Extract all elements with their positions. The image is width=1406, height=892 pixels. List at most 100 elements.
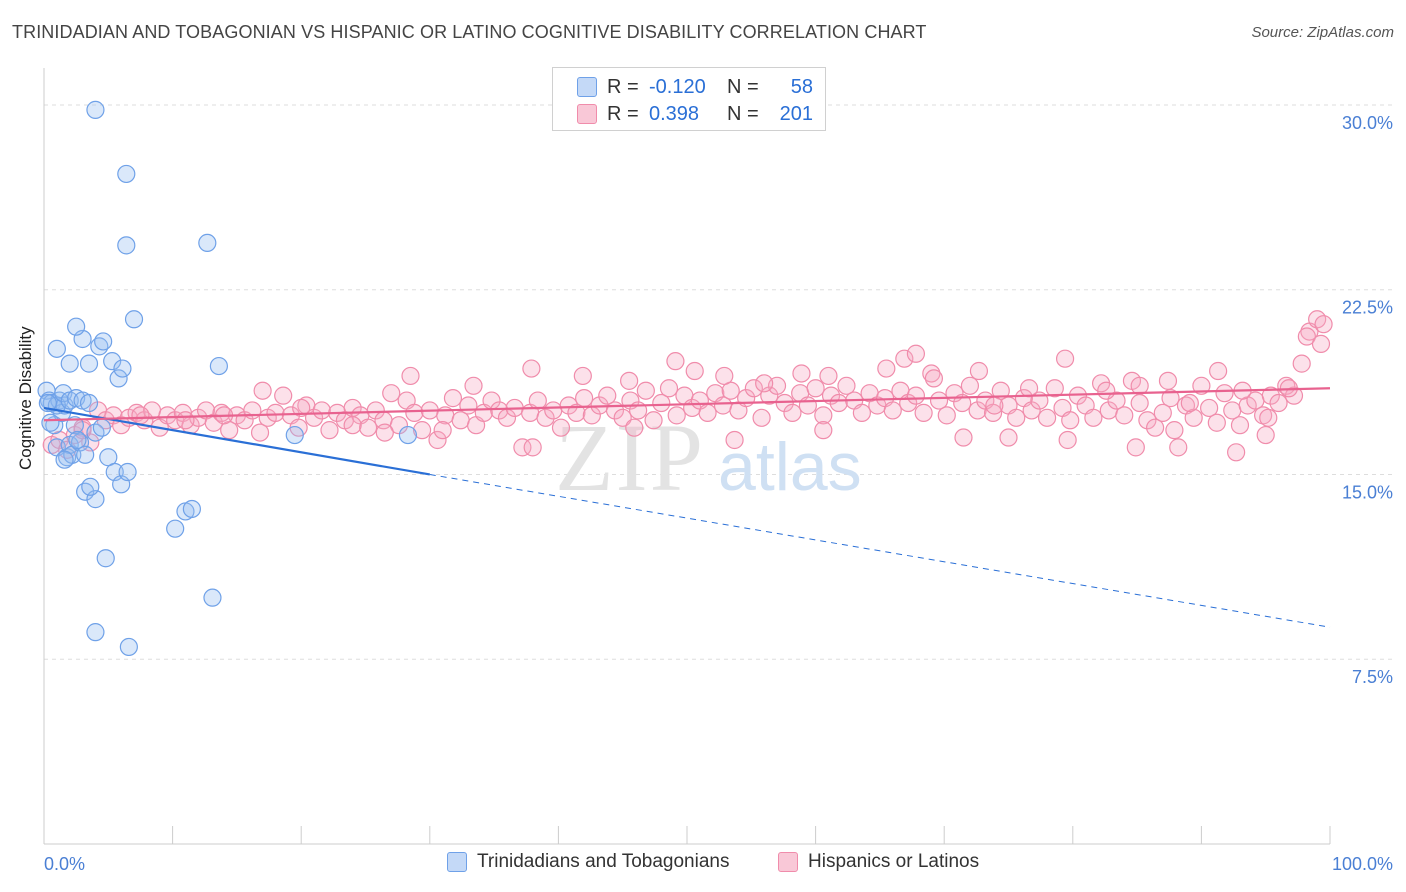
point-hispanic bbox=[428, 430, 447, 450]
point-trinidadian bbox=[60, 354, 79, 373]
point-hispanic bbox=[983, 403, 1003, 422]
point-hispanic bbox=[253, 381, 272, 400]
legend-n-value: 58 bbox=[790, 75, 813, 98]
point-hispanic bbox=[924, 369, 944, 388]
point-hispanic bbox=[914, 403, 933, 422]
point-trinidadian bbox=[76, 445, 95, 464]
point-trinidadian bbox=[86, 623, 105, 642]
point-hispanic bbox=[1165, 421, 1184, 440]
point-trinidadian bbox=[198, 233, 217, 253]
point-hispanic bbox=[343, 416, 362, 435]
point-hispanic bbox=[274, 386, 293, 405]
point-hispanic bbox=[1130, 393, 1149, 413]
point-hispanic bbox=[598, 386, 617, 405]
point-hispanic bbox=[620, 371, 639, 390]
series-legend-pink: Hispanics or Latinos bbox=[778, 851, 979, 873]
point-hispanic bbox=[1261, 386, 1280, 405]
point-hispanic bbox=[895, 349, 914, 368]
point-trinidadian bbox=[94, 332, 113, 351]
point-hispanic bbox=[819, 366, 838, 386]
point-trinidadian bbox=[79, 354, 99, 373]
chart-title: TRINIDADIAN AND TOBAGONIAN VS HISPANIC O… bbox=[12, 22, 927, 42]
point-hispanic bbox=[1180, 393, 1199, 413]
point-hispanic bbox=[1269, 393, 1288, 413]
point-hispanic bbox=[1256, 425, 1275, 445]
point-hispanic bbox=[459, 396, 478, 415]
point-hispanic bbox=[752, 408, 771, 427]
point-hispanic bbox=[1153, 403, 1172, 422]
point-hispanic bbox=[1259, 408, 1278, 427]
point-hispanic bbox=[1138, 411, 1157, 430]
point-hispanic bbox=[1215, 384, 1234, 403]
y-tick-label: 22.5% bbox=[1342, 298, 1393, 318]
point-hispanic bbox=[131, 406, 150, 425]
point-hispanic bbox=[960, 376, 980, 395]
point-hispanic bbox=[464, 376, 483, 395]
point-hispanic bbox=[953, 393, 972, 413]
point-hispanic bbox=[1045, 379, 1064, 398]
point-hispanic bbox=[292, 398, 311, 418]
point-hispanic bbox=[837, 376, 856, 395]
data-points bbox=[37, 100, 1333, 657]
point-hispanic bbox=[389, 416, 409, 435]
point-hispanic bbox=[401, 366, 420, 386]
point-hispanic bbox=[906, 386, 926, 405]
point-hispanic bbox=[755, 374, 774, 393]
point-hispanic bbox=[266, 403, 285, 422]
point-hispanic bbox=[513, 438, 532, 457]
point-hispanic bbox=[1055, 349, 1075, 368]
point-hispanic bbox=[613, 408, 632, 427]
watermark-atlas: atlas bbox=[718, 429, 862, 505]
point-hispanic bbox=[1097, 381, 1116, 400]
point-hispanic bbox=[1292, 354, 1311, 373]
legend-r-label: R = bbox=[607, 75, 639, 98]
point-hispanic bbox=[685, 361, 704, 381]
legend-r-label: R = bbox=[607, 102, 639, 125]
point-trinidadian bbox=[41, 413, 60, 432]
point-hispanic bbox=[528, 391, 547, 410]
point-trinidadian bbox=[285, 425, 304, 445]
point-hispanic bbox=[176, 411, 195, 430]
legend-swatch-blue bbox=[577, 77, 597, 97]
point-trinidadian bbox=[124, 310, 144, 329]
point-hispanic bbox=[375, 423, 394, 442]
series-swatch-blue bbox=[447, 852, 467, 872]
point-hispanic bbox=[522, 359, 541, 378]
point-hispanic bbox=[1311, 334, 1331, 354]
y-tick-label: 15.0% bbox=[1342, 482, 1393, 502]
watermark: ZIP atlas bbox=[555, 404, 862, 511]
point-hispanic bbox=[1227, 443, 1246, 462]
point-hispanic bbox=[433, 421, 452, 440]
point-trinidadian bbox=[209, 356, 228, 376]
point-hispanic bbox=[715, 366, 734, 386]
legend-r-value: -0.120 bbox=[649, 75, 706, 98]
point-hispanic bbox=[559, 396, 578, 415]
point-hispanic bbox=[652, 393, 671, 413]
stats-legend: R = -0.120 N = 58 R = 0.398 N = 201 bbox=[552, 67, 826, 131]
point-hispanic bbox=[954, 428, 973, 447]
point-hispanic bbox=[412, 421, 432, 440]
point-trinidadian bbox=[47, 339, 66, 358]
point-hispanic bbox=[320, 421, 339, 440]
point-hispanic bbox=[1207, 413, 1226, 432]
point-trinidadian bbox=[398, 425, 418, 445]
point-hispanic bbox=[906, 344, 926, 363]
point-trinidadian bbox=[86, 100, 105, 119]
point-trinidadian bbox=[65, 416, 84, 435]
point-hispanic bbox=[1158, 371, 1178, 390]
point-hispanic bbox=[985, 396, 1004, 415]
series-label-pink: Hispanics or Latinos bbox=[808, 851, 980, 872]
point-hispanic bbox=[792, 364, 811, 383]
point-hispanic bbox=[883, 401, 902, 420]
point-hispanic bbox=[204, 413, 223, 432]
trend-line-hispanic bbox=[43, 387, 1331, 422]
series-label-blue: Trinidadians and Tobagonians bbox=[477, 851, 730, 872]
point-hispanic bbox=[744, 379, 763, 398]
point-hispanic bbox=[212, 403, 231, 422]
point-trinidadian bbox=[92, 418, 111, 437]
point-hispanic bbox=[1022, 401, 1041, 420]
point-trinidadian bbox=[96, 549, 115, 568]
point-hispanic bbox=[1297, 327, 1316, 346]
x-tick-label-min: 0.0% bbox=[44, 854, 85, 874]
point-hispanic bbox=[1058, 430, 1077, 450]
